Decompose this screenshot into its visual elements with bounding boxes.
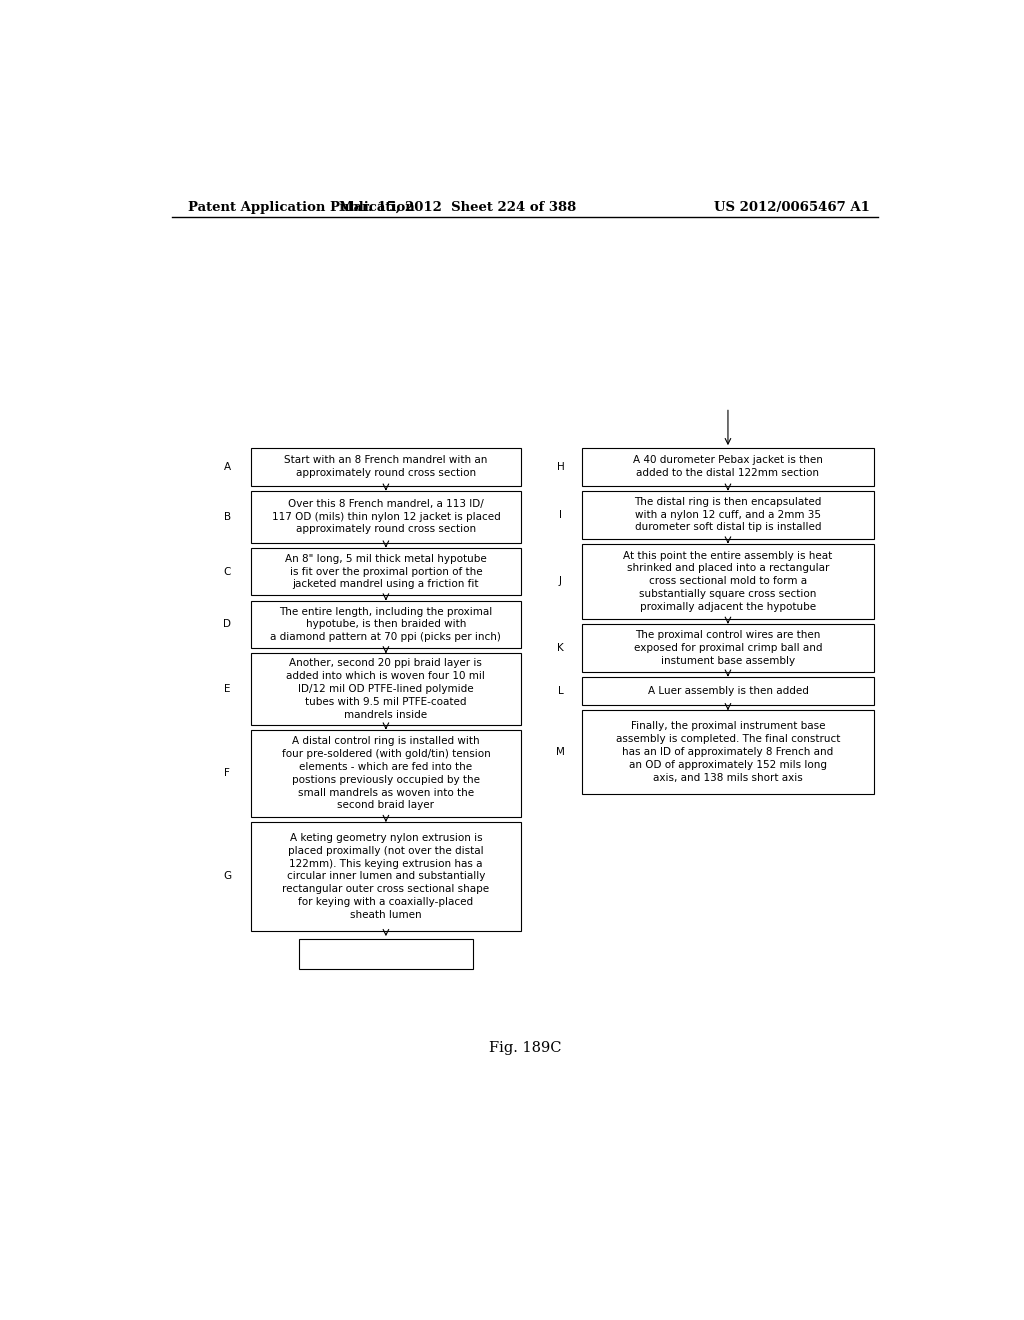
Text: C: C bbox=[223, 566, 230, 577]
Text: An 8" long, 5 mil thick metal hypotube
is fit over the proximal portion of the
j: An 8" long, 5 mil thick metal hypotube i… bbox=[285, 554, 486, 589]
Bar bbox=[251, 730, 521, 817]
Bar bbox=[251, 822, 521, 931]
Text: Patent Application Publication: Patent Application Publication bbox=[187, 201, 415, 214]
Text: B: B bbox=[223, 512, 230, 521]
Text: E: E bbox=[224, 684, 230, 694]
Text: M: M bbox=[556, 747, 565, 756]
Bar bbox=[251, 653, 521, 725]
Text: Finally, the proximal instrument base
assembly is completed. The final construct: Finally, the proximal instrument base as… bbox=[615, 721, 840, 783]
Text: K: K bbox=[557, 643, 564, 653]
Text: A 40 durometer Pebax jacket is then
added to the distal 122mm section: A 40 durometer Pebax jacket is then adde… bbox=[633, 455, 823, 478]
Text: D: D bbox=[223, 619, 231, 630]
Text: US 2012/0065467 A1: US 2012/0065467 A1 bbox=[714, 201, 870, 214]
Text: J: J bbox=[559, 577, 562, 586]
Text: A Luer assembly is then added: A Luer assembly is then added bbox=[647, 686, 808, 696]
Bar bbox=[251, 601, 521, 648]
Text: The distal ring is then encapsulated
with a nylon 12 cuff, and a 2mm 35
duromete: The distal ring is then encapsulated wit… bbox=[634, 496, 821, 532]
Bar bbox=[582, 710, 874, 793]
Text: A keting geometry nylon extrusion is
placed proximally (not over the distal
122m: A keting geometry nylon extrusion is pla… bbox=[283, 833, 489, 920]
Bar bbox=[582, 491, 874, 539]
Text: The proximal control wires are then
exposed for proximal crimp ball and
instumen: The proximal control wires are then expo… bbox=[634, 630, 822, 665]
Text: A distal control ring is installed with
four pre-soldered (with gold/tin) tensio: A distal control ring is installed with … bbox=[282, 737, 490, 810]
Text: Over this 8 French mandrel, a 113 ID/
117 OD (mils) thin nylon 12 jacket is plac: Over this 8 French mandrel, a 113 ID/ 11… bbox=[271, 499, 501, 535]
Bar bbox=[251, 491, 521, 543]
Text: F: F bbox=[224, 768, 230, 779]
Bar bbox=[251, 447, 521, 486]
Text: G: G bbox=[223, 871, 231, 882]
Text: Start with an 8 French mandrel with an
approximately round cross section: Start with an 8 French mandrel with an a… bbox=[285, 455, 487, 478]
Bar bbox=[582, 544, 874, 619]
Bar bbox=[582, 624, 874, 672]
Text: I: I bbox=[559, 510, 562, 520]
Bar bbox=[582, 447, 874, 486]
Bar bbox=[251, 548, 521, 595]
Bar bbox=[582, 677, 874, 705]
Text: The entire length, including the proximal
hypotube, is then braided with
a diamo: The entire length, including the proxima… bbox=[270, 607, 502, 643]
Text: A: A bbox=[223, 462, 230, 471]
Text: H: H bbox=[557, 462, 564, 471]
Bar bbox=[299, 939, 473, 969]
Text: Fig. 189C: Fig. 189C bbox=[488, 1040, 561, 1055]
Text: Mar. 15, 2012  Sheet 224 of 388: Mar. 15, 2012 Sheet 224 of 388 bbox=[339, 201, 575, 214]
Text: At this point the entire assembly is heat
shrinked and placed into a rectangular: At this point the entire assembly is hea… bbox=[624, 550, 833, 612]
Text: L: L bbox=[558, 686, 563, 696]
Text: Another, second 20 ppi braid layer is
added into which is woven four 10 mil
ID/1: Another, second 20 ppi braid layer is ad… bbox=[287, 659, 485, 719]
